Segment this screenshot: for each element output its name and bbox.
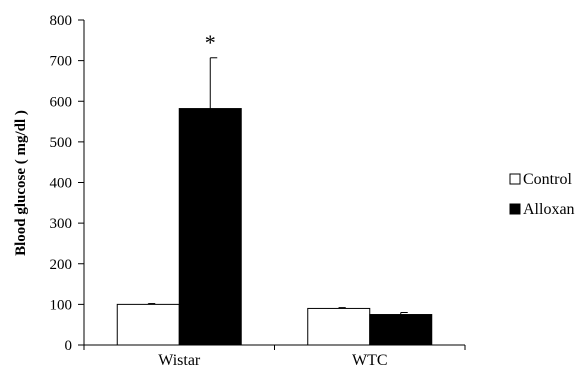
bar-control-wtc	[307, 307, 371, 346]
legend-label-alloxan: Alloxan	[523, 201, 575, 218]
bar-alloxan-wtc	[369, 314, 433, 346]
error-bars	[147, 57, 408, 315]
y-tick-label: 500	[50, 135, 73, 151]
y-tick-label: 400	[50, 176, 73, 192]
annotations: *	[205, 30, 216, 55]
y-axis: 0 100 200 300 400 500 600 700 800	[50, 13, 85, 354]
legend: Control Alloxan	[509, 171, 575, 218]
bar-control-wistar	[116, 303, 180, 346]
y-axis-label: Blood glucose ( mg/dl )	[13, 110, 29, 256]
legend-label-control: Control	[523, 171, 572, 188]
bar-alloxan-wistar	[178, 108, 242, 346]
legend-swatch-alloxan	[509, 203, 521, 215]
x-tick-label: WTC	[352, 352, 388, 369]
y-tick-label: 600	[50, 94, 73, 110]
y-tick-label: 800	[50, 13, 73, 29]
x-axis: Wistar WTC	[83, 344, 466, 369]
x-tick-label: Wistar	[158, 352, 201, 369]
legend-swatch-control	[509, 173, 521, 185]
bars	[116, 108, 433, 346]
y-tick-label: 700	[50, 54, 73, 70]
y-tick-label: 200	[50, 257, 73, 273]
y-tick-label: 100	[50, 297, 73, 313]
significance-marker: *	[205, 30, 216, 55]
y-tick-label: 0	[65, 338, 73, 354]
y-tick-label: 300	[50, 216, 73, 232]
